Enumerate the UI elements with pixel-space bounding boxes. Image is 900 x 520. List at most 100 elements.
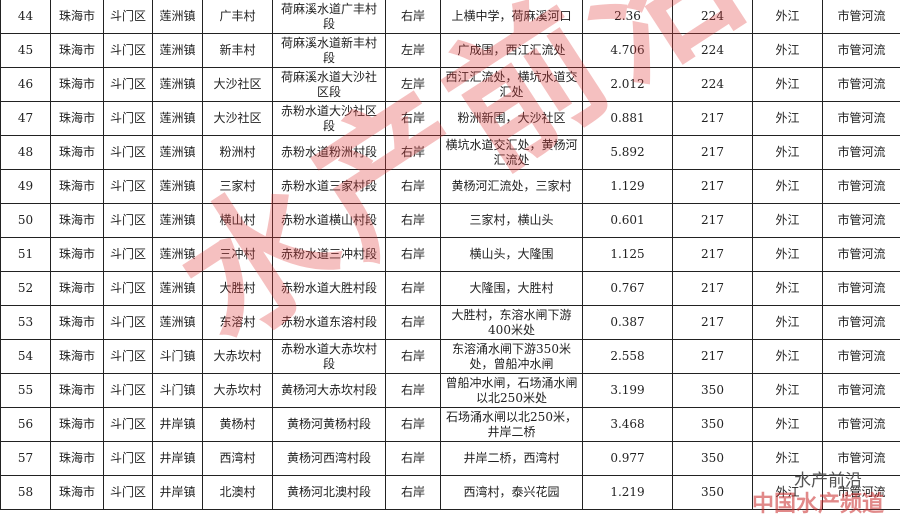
table-cell: 黄杨河大赤坎村段 <box>272 373 386 408</box>
table-cell: 粉洲村 <box>202 135 273 170</box>
table-cell: 东溶涌水闸下游350米处，曾船冲水闸 <box>440 339 583 374</box>
table-cell: 217 <box>672 101 753 136</box>
table-cell: 市管河流 <box>822 203 900 238</box>
table-cell: 56 <box>0 407 51 442</box>
table-cell: 赤粉水道东溶村段 <box>272 305 386 340</box>
table-cell: 珠海市 <box>50 271 104 306</box>
table-cell: 52 <box>0 271 51 306</box>
table-cell: 三家村 <box>202 169 273 204</box>
table-cell: 珠海市 <box>50 67 104 102</box>
table-cell: 荷麻溪水道新丰村段 <box>272 33 386 68</box>
table-cell: 莲洲镇 <box>152 169 203 204</box>
table-cell: 珠海市 <box>50 237 104 272</box>
table-cell: 斗门区 <box>103 0 153 34</box>
table-cell: 0.881 <box>582 101 673 136</box>
table-cell: 50 <box>0 203 51 238</box>
table-cell: 市管河流 <box>822 33 900 68</box>
table-cell: 350 <box>672 441 753 476</box>
table-row: 53 珠海市 斗门区 莲洲镇 东溶村 赤粉水道东溶村段 右岸 大胜村，东溶水闸下游400米处 0… <box>0 305 900 340</box>
table-cell: 右岸 <box>385 441 441 476</box>
table-cell: 右岸 <box>385 407 441 442</box>
table-cell: 赤粉水道粉洲村段 <box>272 135 386 170</box>
table-cell: 赤粉水道大胜村段 <box>272 271 386 306</box>
table-cell: 右岸 <box>385 0 441 34</box>
table-cell: 珠海市 <box>50 169 104 204</box>
table-cell: 上横中学，荷麻溪河口 <box>440 0 583 34</box>
table-cell: 赤粉水道大沙社区段 <box>272 101 386 136</box>
table-cell: 0.977 <box>582 441 673 476</box>
table-cell: 黄杨河西湾村段 <box>272 441 386 476</box>
logo-text: 水产前沿 <box>794 471 862 491</box>
table-cell: 217 <box>672 305 753 340</box>
table-cell: 外江 <box>752 373 823 408</box>
table-cell: 外江 <box>752 135 823 170</box>
table-cell: 市管河流 <box>822 407 900 442</box>
table-cell: 57 <box>0 441 51 476</box>
table-cell: 右岸 <box>385 135 441 170</box>
table-cell: 4.706 <box>582 33 673 68</box>
table-cell: 右岸 <box>385 169 441 204</box>
table-cell: 赤粉水道三冲村段 <box>272 237 386 272</box>
table-cell: 珠海市 <box>50 339 104 374</box>
table-row: 55 珠海市 斗门区 斗门镇 大赤坎村 黄杨河大赤坎村段 右岸 曾船冲水闸，石场涌水闸以北25… <box>0 373 900 408</box>
table-cell: 斗门区 <box>103 67 153 102</box>
table-cell: 市管河流 <box>822 373 900 408</box>
table-row: 54 珠海市 斗门区 斗门镇 大赤坎村 赤粉水道大赤坎村段 右岸 东溶涌水闸下游350米处，曾… <box>0 339 900 374</box>
table-cell: 46 <box>0 67 51 102</box>
table-cell: 莲洲镇 <box>152 203 203 238</box>
table-cell: 珠海市 <box>50 0 104 34</box>
table-cell: 外江 <box>752 271 823 306</box>
table-cell: 2.558 <box>582 339 673 374</box>
table-cell: 珠海市 <box>50 305 104 340</box>
table-row: 47 珠海市 斗门区 莲洲镇 大沙社区 赤粉水道大沙社区段 右岸 粉洲新围，大沙社区 0.881… <box>0 101 900 136</box>
table-cell: 荷麻溪水道大沙社区段 <box>272 67 386 102</box>
table-cell: 黄杨河北澳村段 <box>272 475 386 510</box>
table-cell: 外江 <box>752 339 823 374</box>
table-cell: 西湾村，泰兴花园 <box>440 475 583 510</box>
table-cell: 珠海市 <box>50 101 104 136</box>
table-cell: 大赤坎村 <box>202 373 273 408</box>
table-cell: 右岸 <box>385 237 441 272</box>
table-cell: 市管河流 <box>822 67 900 102</box>
table-cell: 市管河流 <box>822 169 900 204</box>
table-cell: 莲洲镇 <box>152 271 203 306</box>
table-cell: 珠海市 <box>50 407 104 442</box>
table-cell: 右岸 <box>385 339 441 374</box>
table-row: 57 珠海市 斗门区 井岸镇 西湾村 黄杨河西湾村段 右岸 井岸二桥，西湾村 0.977 350 外… <box>0 441 900 476</box>
table-cell: 莲洲镇 <box>152 101 203 136</box>
table-cell: 外江 <box>752 305 823 340</box>
table-cell: 大隆围，大胜村 <box>440 271 583 306</box>
table-cell: 市管河流 <box>822 339 900 374</box>
table-cell: 350 <box>672 407 753 442</box>
table-cell: 珠海市 <box>50 373 104 408</box>
table-cell: 黄杨河黄杨村段 <box>272 407 386 442</box>
table-cell: 外江 <box>752 237 823 272</box>
table-cell: 217 <box>672 203 753 238</box>
table-cell: 斗门区 <box>103 475 153 510</box>
table-cell: 井岸二桥，西湾村 <box>440 441 583 476</box>
table-cell: 市管河流 <box>822 0 900 34</box>
table-cell: 井岸镇 <box>152 407 203 442</box>
table-cell: 荷麻溪水道广丰村段 <box>272 0 386 34</box>
table-cell: 外江 <box>752 101 823 136</box>
table-row: 56 珠海市 斗门区 井岸镇 黄杨村 黄杨河黄杨村段 右岸 石场涌水闸以北250米，井岸二桥 3… <box>0 407 900 442</box>
table-cell: 外江 <box>752 0 823 34</box>
table-cell: 三家村，横山头 <box>440 203 583 238</box>
table-cell: 石场涌水闸以北250米，井岸二桥 <box>440 407 583 442</box>
table-cell: 47 <box>0 101 51 136</box>
table-cell: 55 <box>0 373 51 408</box>
table-row: 58 珠海市 斗门区 井岸镇 北澳村 黄杨河北澳村段 右岸 西湾村，泰兴花园 1.219 350 外… <box>0 475 900 510</box>
table-cell: 0.767 <box>582 271 673 306</box>
table-cell: 斗门区 <box>103 305 153 340</box>
table-cell: 珠海市 <box>50 441 104 476</box>
table-cell: 广丰村 <box>202 0 273 34</box>
table-cell: 58 <box>0 475 51 510</box>
table-cell: 0.387 <box>582 305 673 340</box>
table-cell: 莲洲镇 <box>152 135 203 170</box>
table-cell: 54 <box>0 339 51 374</box>
table-cell: 斗门区 <box>103 373 153 408</box>
table-cell: 51 <box>0 237 51 272</box>
table-cell: 市管河流 <box>822 271 900 306</box>
table-cell: 黄杨河汇流处，三家村 <box>440 169 583 204</box>
